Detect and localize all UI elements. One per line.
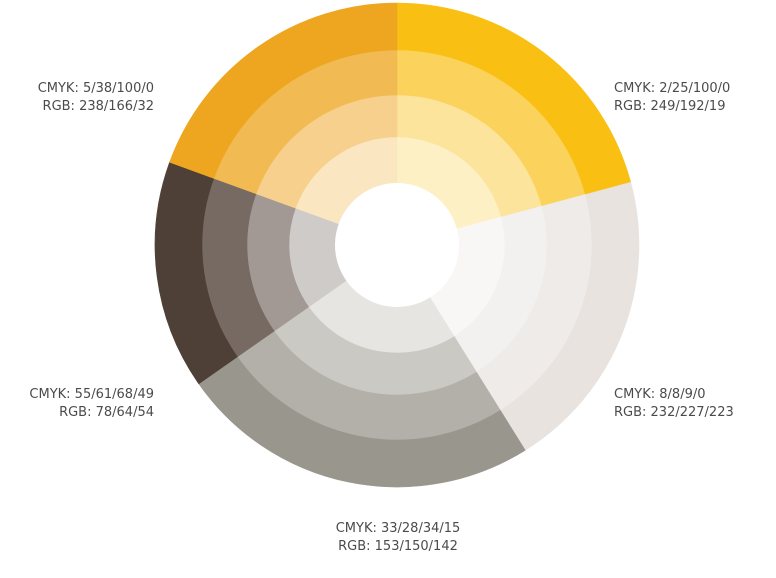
- wheel-segment-orange-ring-4: [169, 2, 398, 179]
- cmyk-value-light-gray: CMYK: 8/8/9/0: [614, 387, 706, 402]
- cmyk-value-dark-brown: CMYK: 55/61/68/49: [29, 387, 154, 402]
- swatch-label-warm-gray: CMYK: 33/28/34/15 RGB: 153/150/142: [318, 520, 478, 556]
- swatch-label-yellow: CMYK: 2/25/100/0 RGB: 249/192/19: [614, 80, 730, 116]
- cmyk-value-orange: CMYK: 5/38/100/0: [37, 81, 154, 96]
- rgb-value-dark-brown: RGB: 78/64/54: [59, 405, 154, 420]
- rgb-value-warm-gray: RGB: 153/150/142: [338, 539, 458, 554]
- rgb-value-yellow: RGB: 249/192/19: [614, 99, 726, 114]
- rgb-value-orange: RGB: 238/166/32: [42, 99, 154, 114]
- cmyk-value-yellow: CMYK: 2/25/100/0: [614, 81, 731, 96]
- swatch-label-orange: CMYK: 5/38/100/0 RGB: 238/166/32: [38, 80, 154, 116]
- swatch-label-light-gray: CMYK: 8/8/9/0 RGB: 232/227/223: [614, 386, 734, 422]
- rgb-value-light-gray: RGB: 232/227/223: [614, 405, 734, 420]
- wheel-center: [335, 183, 459, 307]
- cmyk-value-warm-gray: CMYK: 33/28/34/15: [335, 521, 461, 536]
- swatch-label-dark-brown: CMYK: 55/61/68/49 RGB: 78/64/54: [29, 386, 154, 422]
